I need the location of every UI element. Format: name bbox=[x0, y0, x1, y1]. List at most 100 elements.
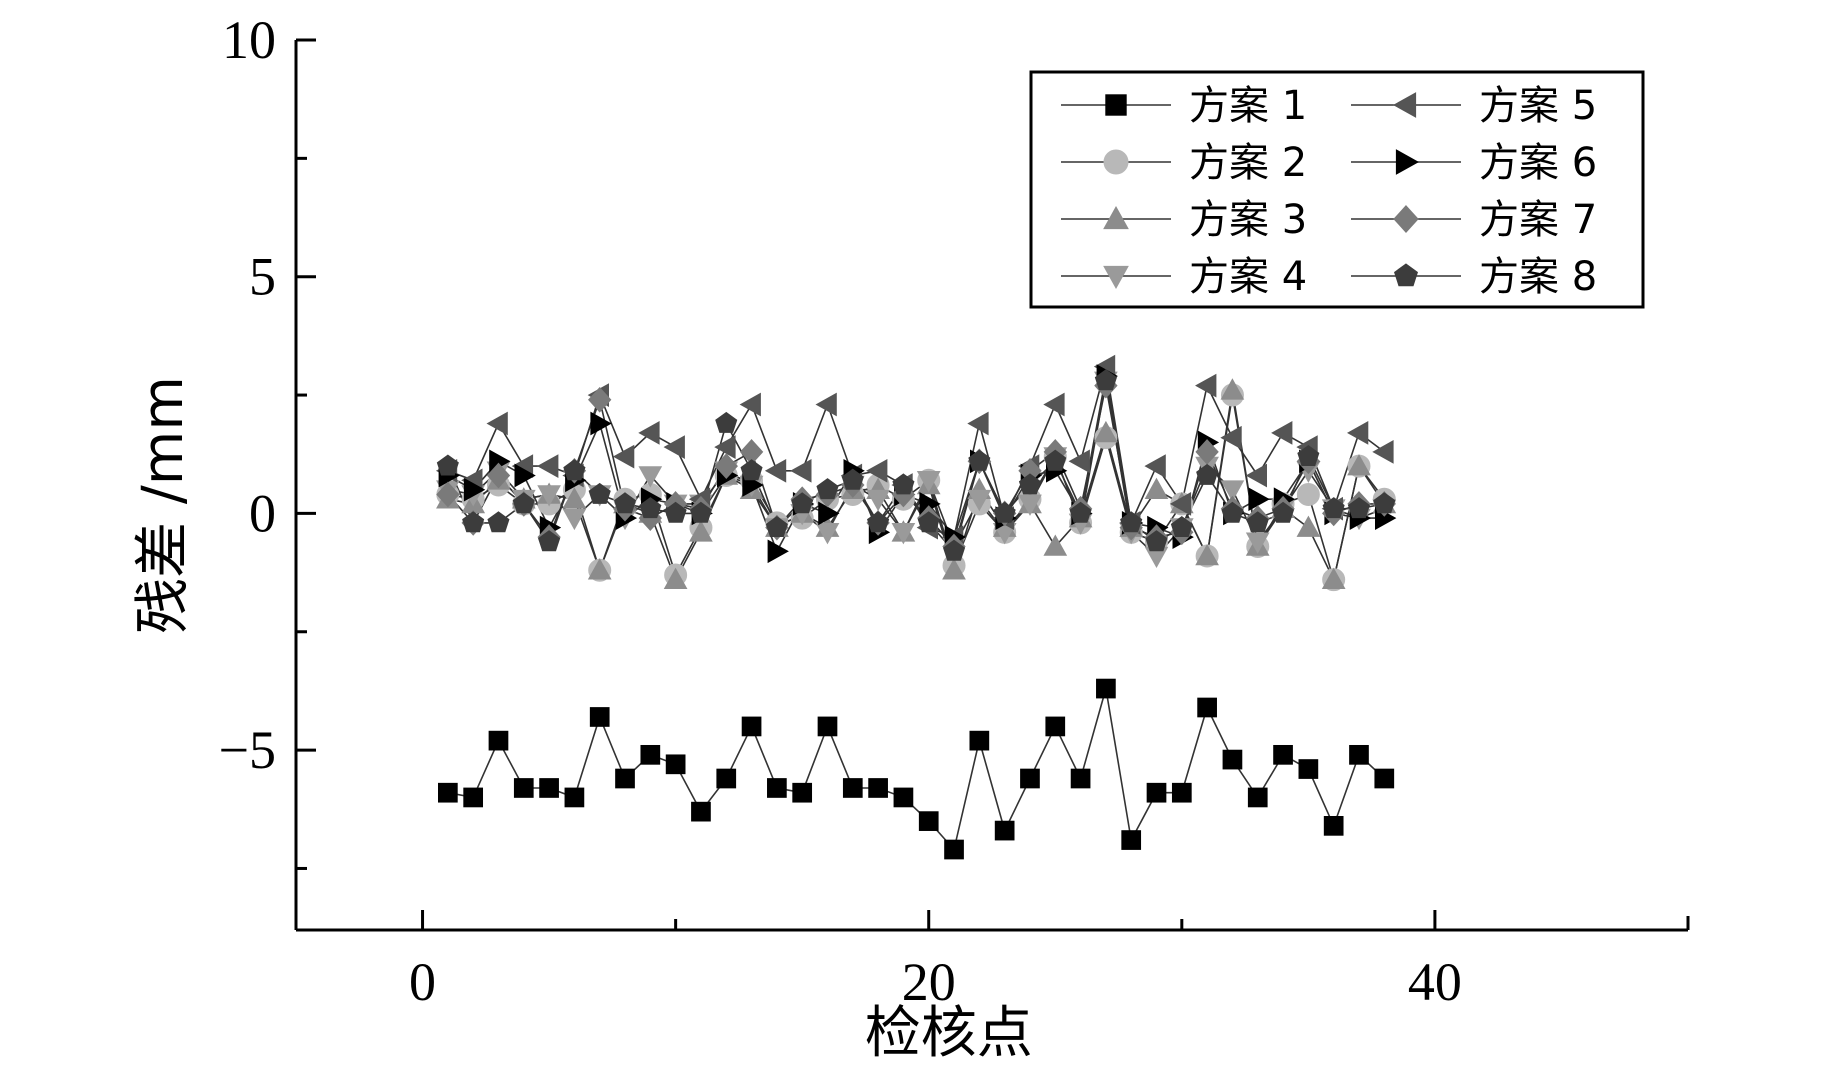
data-point-series-8 bbox=[614, 492, 637, 514]
data-point-series-1 bbox=[842, 778, 863, 798]
data-point-series-1 bbox=[1197, 697, 1217, 718]
data-point-series-8 bbox=[563, 459, 586, 481]
data-point-series-8 bbox=[1272, 501, 1295, 523]
data-point-series-4 bbox=[1220, 480, 1245, 502]
data-point-series-5 bbox=[612, 444, 635, 469]
data-point-series-8 bbox=[1069, 501, 1092, 523]
data-point-series-5 bbox=[1220, 425, 1242, 450]
data-point-series-5 bbox=[1245, 463, 1267, 488]
series-line-3 bbox=[447, 390, 1385, 583]
data-point-series-8 bbox=[1347, 497, 1370, 519]
data-point-series-1 bbox=[1121, 830, 1142, 850]
data-point-series-1 bbox=[615, 768, 635, 789]
data-point-series-3 bbox=[1195, 543, 1219, 566]
data-point-series-8 bbox=[1246, 511, 1269, 533]
data-point-series-1 bbox=[564, 787, 585, 808]
data-point-series-3 bbox=[1220, 378, 1245, 400]
data-point-series-8 bbox=[841, 468, 864, 490]
data-point-series-5 bbox=[714, 435, 736, 459]
data-point-series-8 bbox=[1170, 515, 1193, 537]
data-point-series-5 bbox=[1372, 440, 1394, 464]
series-lines bbox=[447, 366, 1385, 852]
legend-label: 方案 8 bbox=[1479, 254, 1597, 300]
series-line-2 bbox=[447, 394, 1385, 583]
data-point-series-3 bbox=[587, 558, 612, 580]
data-point-series-8 bbox=[740, 459, 763, 481]
legend-marker bbox=[1105, 94, 1127, 116]
data-point-series-8 bbox=[588, 482, 611, 504]
legend-box bbox=[1029, 70, 1645, 309]
legend-label: 方案 1 bbox=[1189, 83, 1307, 129]
legend-marker bbox=[1103, 265, 1129, 290]
y-axis-title: 残差 /mm bbox=[131, 376, 196, 634]
data-point-series-5 bbox=[815, 392, 837, 417]
data-point-series-1 bbox=[539, 778, 559, 798]
data-point-series-4 bbox=[537, 485, 561, 507]
data-point-series-1 bbox=[1323, 816, 1344, 836]
series-line-1 bbox=[447, 688, 1385, 852]
data-point-series-3 bbox=[942, 558, 966, 580]
data-point-series-5 bbox=[967, 411, 989, 436]
data-point-series-1 bbox=[716, 768, 737, 789]
data-point-series-6 bbox=[590, 411, 612, 436]
series-line-4 bbox=[447, 380, 1385, 558]
legend-label: 方案 3 bbox=[1189, 197, 1307, 243]
data-point-series-1 bbox=[969, 730, 990, 751]
data-point-series-5 bbox=[1195, 373, 1217, 398]
data-point-series-8 bbox=[892, 473, 915, 495]
data-point-series-8 bbox=[1044, 449, 1067, 471]
data-point-series-8 bbox=[943, 539, 966, 561]
data-point-series-8 bbox=[968, 449, 991, 471]
data-point-series-1 bbox=[868, 778, 888, 798]
data-point-series-7 bbox=[436, 481, 460, 508]
data-point-series-5 bbox=[663, 435, 685, 459]
data-point-series-4 bbox=[638, 466, 663, 488]
data-point-series-8 bbox=[993, 501, 1016, 523]
data-point-series-8 bbox=[816, 478, 839, 500]
legend-marker bbox=[1395, 149, 1420, 175]
data-point-series-5 bbox=[790, 458, 812, 483]
legend-label: 方案 2 bbox=[1189, 140, 1307, 186]
data-point-series-5 bbox=[1144, 454, 1166, 478]
legend-marker bbox=[1393, 205, 1419, 233]
data-point-series-6 bbox=[463, 477, 486, 502]
y-tick-label: −5 bbox=[219, 720, 276, 780]
data-point-series-8 bbox=[1094, 369, 1117, 391]
data-point-series-3 bbox=[1043, 534, 1068, 556]
data-point-series-3 bbox=[1094, 420, 1118, 443]
data-point-series-4 bbox=[815, 523, 840, 545]
data-point-series-1 bbox=[463, 787, 484, 808]
data-point-series-5 bbox=[1068, 449, 1090, 474]
data-point-series-1 bbox=[1171, 782, 1192, 803]
data-point-series-8 bbox=[867, 511, 890, 533]
legend-label: 方案 5 bbox=[1479, 83, 1597, 129]
data-point-series-4 bbox=[916, 471, 941, 493]
legend: 方案 1 方案 2 方案 3 方案 4 方案 5 方案 6 方案 7 方案 8 bbox=[1029, 70, 1645, 309]
data-point-series-8 bbox=[1373, 492, 1396, 514]
data-point-series-1 bbox=[1146, 782, 1167, 803]
legend-marker bbox=[1103, 205, 1129, 230]
data-point-series-1 bbox=[1045, 716, 1066, 737]
data-point-series-5 bbox=[764, 458, 787, 483]
data-point-series-8 bbox=[1018, 473, 1041, 495]
x-axis-title: 检核点 bbox=[865, 1001, 1033, 1066]
data-point-series-4 bbox=[1245, 532, 1270, 554]
data-point-series-8 bbox=[487, 511, 510, 533]
data-point-series-5 bbox=[1043, 392, 1065, 417]
data-point-series-1 bbox=[665, 754, 686, 775]
data-point-series-3 bbox=[1144, 477, 1169, 499]
data-point-series-5 bbox=[1271, 421, 1293, 445]
data-point-series-1 bbox=[767, 778, 787, 798]
data-point-series-2 bbox=[1296, 482, 1320, 506]
legend-label: 方案 4 bbox=[1189, 254, 1307, 300]
data-point-series-1 bbox=[438, 782, 458, 803]
y-tick-label: 0 bbox=[249, 483, 276, 543]
data-point-series-8 bbox=[1145, 530, 1168, 552]
data-point-series-1 bbox=[1273, 744, 1293, 765]
data-point-series-6 bbox=[818, 501, 840, 526]
data-point-series-1 bbox=[488, 730, 509, 751]
series-line-7 bbox=[447, 385, 1385, 549]
data-point-series-4 bbox=[1018, 494, 1042, 516]
data-point-series-7 bbox=[486, 462, 511, 489]
data-point-series-1 bbox=[944, 839, 964, 860]
